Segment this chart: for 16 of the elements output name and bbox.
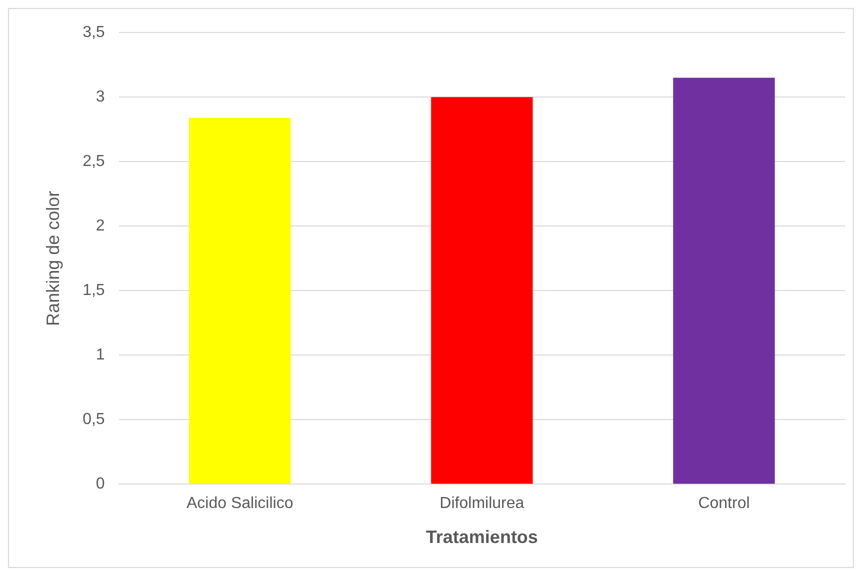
bar [673, 78, 775, 484]
y-tick-label: 1,5 [82, 282, 105, 300]
x-tick-label: Acido Salicilico [186, 495, 294, 512]
y-tick-label: 0,5 [82, 411, 105, 428]
y-tick-label: 3,5 [82, 24, 105, 42]
y-tick-label: 0 [96, 476, 105, 493]
y-tick-label: 1 [96, 346, 105, 364]
y-axis-title: Ranking de color [42, 190, 63, 326]
x-axis-title: Tratamientos [426, 527, 538, 548]
bar [431, 97, 533, 484]
bar [189, 118, 291, 484]
y-tick-label: 2,5 [82, 153, 105, 170]
y-tick-label: 3 [96, 88, 105, 106]
x-tick-label: Control [698, 495, 750, 512]
x-tick-label: Difolmilurea [440, 495, 524, 512]
y-tick-label: 2 [96, 218, 105, 235]
